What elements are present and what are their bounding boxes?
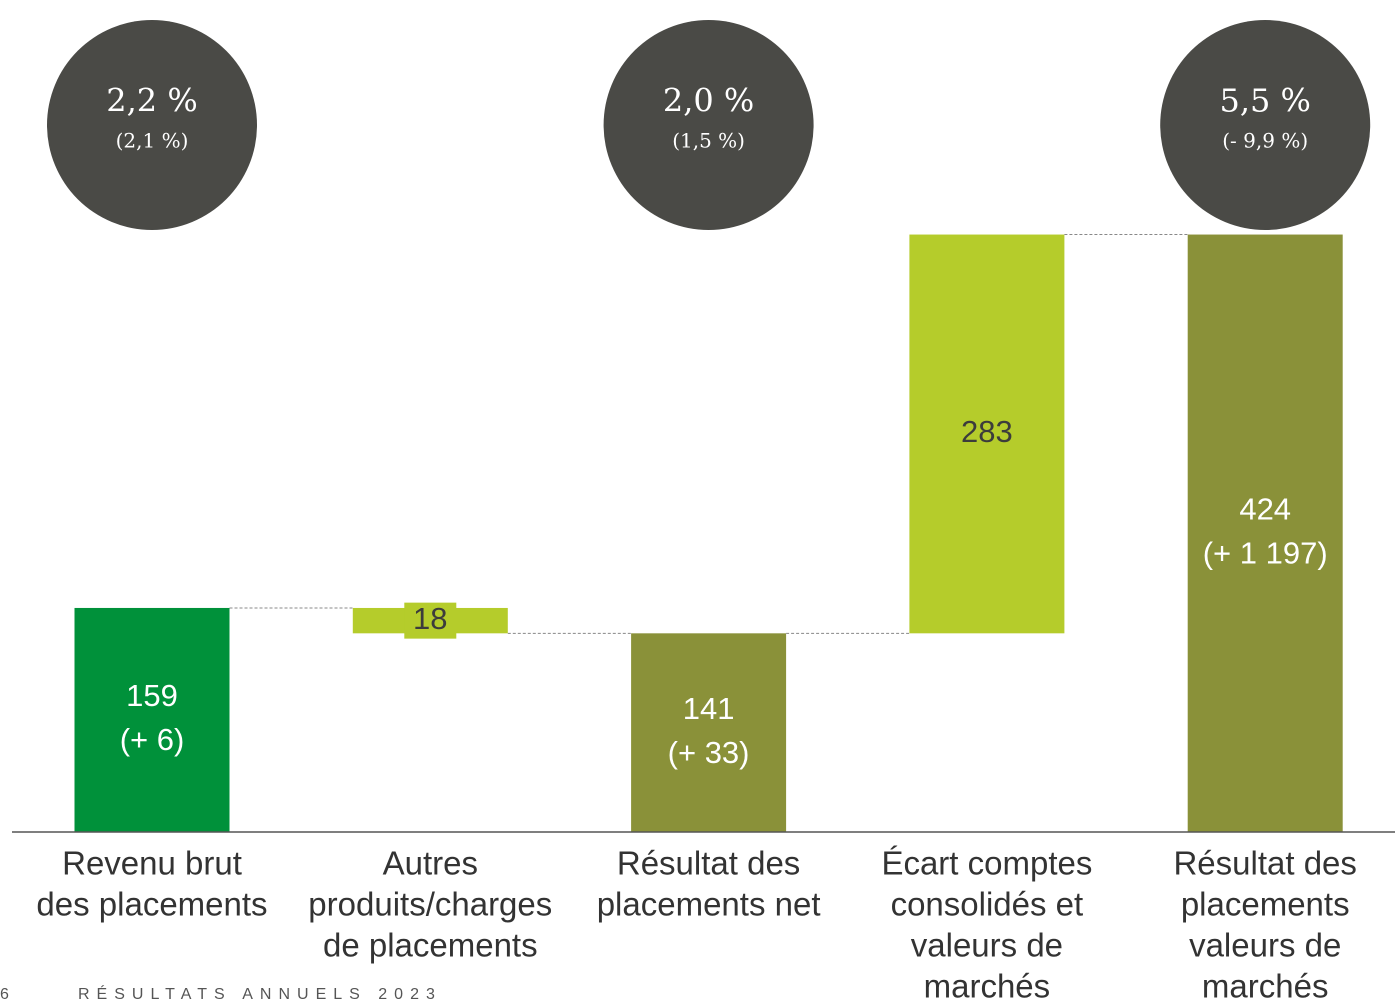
- value-label: 141: [683, 691, 735, 726]
- rate-previous: (1,5 %): [672, 129, 745, 153]
- change-label: (+ 33): [668, 735, 750, 770]
- bar: [909, 234, 1065, 634]
- value-label: 424: [1239, 491, 1291, 526]
- change-label: (+ 1 197): [1203, 535, 1328, 570]
- value-label: 159: [126, 678, 178, 713]
- category-label: Autres: [383, 845, 478, 882]
- category-label: Écart comptes: [881, 845, 1092, 882]
- value-label: 18: [413, 601, 447, 636]
- category-label: marchés: [1202, 968, 1329, 1003]
- change-label: (+ 6): [120, 722, 185, 757]
- bar: [74, 607, 230, 832]
- rate-circle: [47, 20, 257, 230]
- rate-value: 2,2 %: [106, 82, 197, 120]
- rate-previous: (2,1 %): [116, 129, 189, 153]
- category-label: produits/charges: [308, 886, 552, 923]
- category-label: Revenu brut: [62, 845, 242, 882]
- rate-value: 5,5 %: [1219, 82, 1310, 120]
- category-label: valeurs de: [1189, 927, 1341, 964]
- bar: [631, 633, 787, 832]
- value-label: 283: [961, 414, 1013, 449]
- rate-circle: [1160, 20, 1371, 230]
- rate-value: 2,0 %: [663, 82, 754, 120]
- category-label: consolidés et: [891, 886, 1084, 923]
- rate-circle: [603, 20, 814, 230]
- category-label: Résultat des: [1173, 845, 1356, 882]
- category-label: de placements: [323, 927, 538, 964]
- category-label: valeurs de: [911, 927, 1063, 964]
- footer-text: RÉSULTATS ANNUELS 2023: [78, 984, 442, 1003]
- page-number: 6: [0, 986, 9, 1003]
- rate-previous: (- 9,9 %): [1222, 129, 1308, 153]
- category-label: placements: [1181, 886, 1350, 923]
- category-label: des placements: [36, 886, 267, 923]
- label-background: [404, 602, 457, 639]
- category-label: marchés: [924, 968, 1051, 1003]
- category-label: placements net: [597, 886, 821, 923]
- category-label: Résultat des: [617, 845, 800, 882]
- bar: [1187, 234, 1343, 832]
